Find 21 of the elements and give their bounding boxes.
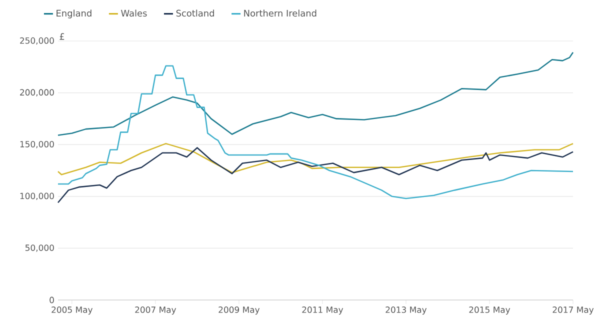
line-series	[57, 65, 574, 200]
y-tick-label: 0	[50, 296, 54, 304]
y-tick-label: 50,000	[26, 244, 54, 252]
x-tick-label: 2013 May	[386, 306, 427, 315]
x-tick-label: 2005 May	[52, 306, 93, 315]
x-tick-label: 2009 May	[218, 306, 260, 315]
y-tick-label: 200,000	[20, 89, 54, 96]
y-tick-label: 100,000	[20, 192, 54, 200]
x-tick-label: 2011 May	[302, 306, 344, 315]
legend-label: England	[56, 10, 92, 18]
line-series	[57, 147, 574, 204]
y-tick-label: 150,000	[20, 140, 54, 148]
x-tick-label: 2007 May	[135, 306, 176, 315]
legend-label: Wales	[121, 10, 147, 17]
y-tick-label: 250,000	[20, 37, 54, 45]
legend-label: Scotland	[176, 10, 214, 17]
x-tick-label: 2017 May	[552, 306, 594, 315]
line-series	[57, 52, 574, 136]
x-tick-label: 2015 May	[469, 306, 510, 315]
y-axis-title: £	[60, 33, 64, 40]
legend-label: Northern Ireland	[244, 10, 316, 17]
